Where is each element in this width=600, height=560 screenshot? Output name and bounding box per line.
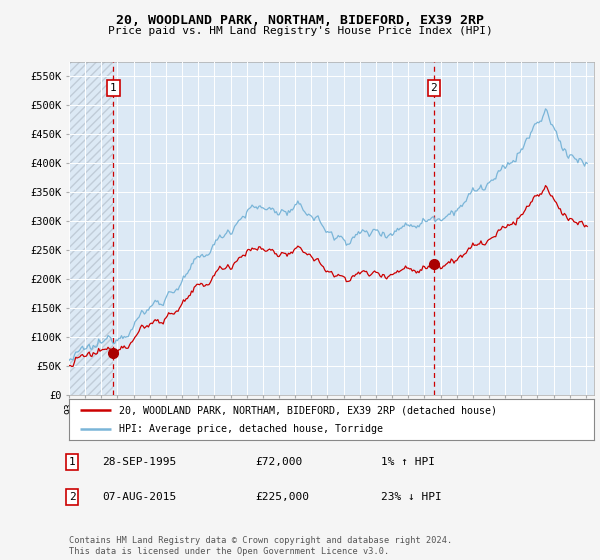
Text: 2: 2 <box>430 83 437 94</box>
Text: Price paid vs. HM Land Registry's House Price Index (HPI): Price paid vs. HM Land Registry's House … <box>107 26 493 36</box>
Text: 1: 1 <box>68 457 76 467</box>
Bar <box>69 62 113 395</box>
Text: HPI: Average price, detached house, Torridge: HPI: Average price, detached house, Torr… <box>119 424 383 433</box>
Text: 23% ↓ HPI: 23% ↓ HPI <box>381 492 442 502</box>
Text: 07-AUG-2015: 07-AUG-2015 <box>102 492 176 502</box>
Text: 28-SEP-1995: 28-SEP-1995 <box>102 457 176 467</box>
Text: 1% ↑ HPI: 1% ↑ HPI <box>381 457 435 467</box>
Text: £72,000: £72,000 <box>255 457 302 467</box>
Text: 20, WOODLAND PARK, NORTHAM, BIDEFORD, EX39 2RP (detached house): 20, WOODLAND PARK, NORTHAM, BIDEFORD, EX… <box>119 405 497 415</box>
Text: Contains HM Land Registry data © Crown copyright and database right 2024.
This d: Contains HM Land Registry data © Crown c… <box>69 536 452 556</box>
Text: 1: 1 <box>110 83 117 94</box>
Text: £225,000: £225,000 <box>255 492 309 502</box>
Text: 20, WOODLAND PARK, NORTHAM, BIDEFORD, EX39 2RP: 20, WOODLAND PARK, NORTHAM, BIDEFORD, EX… <box>116 14 484 27</box>
Text: 2: 2 <box>68 492 76 502</box>
